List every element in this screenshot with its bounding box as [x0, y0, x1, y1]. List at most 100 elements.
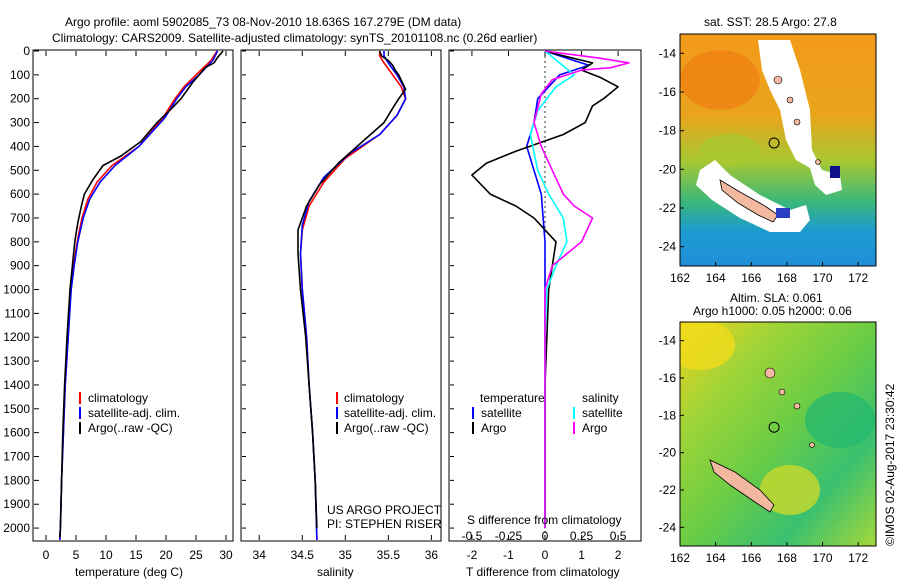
- y-tick-label: 1700: [3, 450, 30, 464]
- x-tick-label: -2: [467, 548, 478, 562]
- difference-axis-ticks: -2 -1 0 1 2 -0.5 -0.25 0 0.25 0.5: [462, 51, 627, 562]
- y-tick-label: 400: [10, 139, 30, 153]
- y-tick-label: 2000: [3, 521, 30, 535]
- series-line-s-satellite: [529, 50, 576, 529]
- s-tick-label: -0.5: [462, 529, 483, 543]
- map-y-tick-label: -24: [659, 240, 677, 254]
- sla-islands-2: [778, 388, 786, 396]
- map-y-tick-label: -16: [659, 371, 677, 385]
- y-tick-label: 1000: [3, 283, 30, 297]
- y-tick-label: 200: [10, 92, 30, 106]
- temperature-axis-ticks: 0 5 10 15 20 25 30: [43, 51, 233, 562]
- map-x-tick-label: 164: [706, 551, 726, 565]
- sla-map-panel: Altim. SLA: 0.061 Argo h1000: 0.05 h2000…: [659, 291, 877, 565]
- temperature-series: [59, 50, 224, 541]
- legend-clim-label: climatology: [88, 391, 148, 405]
- temperature-legend: climatology satellite-adj. clim. Argo(..…: [79, 391, 180, 435]
- sst-map-title: sat. SST: 28.5 Argo: 27.8: [704, 15, 837, 29]
- y-tick-label: 100: [10, 68, 30, 82]
- series-line-satellite: [59, 50, 219, 541]
- x-tick-label: 5: [73, 548, 80, 562]
- project-note: US ARGO PROJECT: [327, 503, 442, 517]
- map-x-tick-label: 166: [741, 551, 761, 565]
- y-tick-label: 1800: [3, 473, 30, 487]
- header-line1: Argo profile: aoml 5902085_73 08-Nov-201…: [65, 15, 461, 29]
- temperature-frame: [32, 49, 234, 542]
- t-sat-label: satellite: [481, 406, 522, 420]
- footer-stamp: ©IMOS 02-Aug-2017 23:30:42: [883, 383, 897, 546]
- new-caledonia-sla: [709, 459, 775, 513]
- sst-map-ticks: 162 164 166 168 170 172 -14 -16 -18 -20 -22 -24: [659, 46, 869, 285]
- y-tick-label: 900: [10, 259, 30, 273]
- sst-map-panel: sat. SST: 28.5 Argo: 27.8 162 164 166 168 17…: [659, 15, 877, 285]
- s-argo-label: Argo: [582, 421, 608, 435]
- x-tick-label: 20: [159, 548, 173, 562]
- sst-map-frame: [679, 33, 877, 267]
- x-tick-label: -1: [503, 548, 514, 562]
- series-line-argo: [297, 50, 407, 529]
- series-line-argo: [59, 50, 224, 538]
- map-x-tick-label: 170: [813, 271, 833, 285]
- temperature-xlabel: temperature (deg C): [75, 565, 183, 579]
- y-tick-label: 800: [10, 235, 30, 249]
- map-x-tick-label: 172: [848, 551, 868, 565]
- map-y-tick-label: -20: [659, 446, 677, 460]
- sst-islands-3: [793, 118, 801, 126]
- sla-map-frame: [679, 321, 877, 547]
- sst-warm-patch: [680, 50, 760, 110]
- salinity-frame: [240, 49, 442, 542]
- sla-low-patch: [805, 392, 875, 448]
- map-x-tick-label: 168: [777, 271, 797, 285]
- difference-legend: temperature salinity satellite Argo sate…: [472, 391, 623, 435]
- x-tick-label: 35.5: [377, 548, 401, 562]
- y-tick-label: 1300: [3, 354, 30, 368]
- x-tick-label: 25: [189, 548, 203, 562]
- sla-islands-4: [809, 442, 815, 448]
- x-tick-label: 36: [425, 548, 439, 562]
- sla-map-subtitle: Argo h1000: 0.05 h2000: 0.06: [693, 304, 852, 318]
- x-tick-label: 0: [43, 548, 50, 562]
- sst-islands-2: [786, 96, 794, 104]
- s-tick-label: 0.25: [570, 529, 594, 543]
- sal-legend-clim-label: climatology: [344, 391, 404, 405]
- x-tick-label: 0: [542, 548, 549, 562]
- x-tick-label: 2: [615, 548, 622, 562]
- map-y-tick-label: -18: [659, 124, 677, 138]
- y-tick-label: 700: [10, 211, 30, 225]
- legend-sat-label: satellite-adj. clim.: [88, 406, 180, 420]
- y-tick-label: 1500: [3, 402, 30, 416]
- sla-islands-3: [793, 402, 801, 410]
- y-tick-label: 1100: [4, 306, 30, 320]
- sal-legend-sat-label: satellite-adj. clim.: [344, 406, 436, 420]
- map-y-tick-label: -14: [659, 334, 677, 348]
- x-tick-label: 34.5: [291, 548, 315, 562]
- difference-panel: -2 -1 0 1 2 -0.5 -0.25 0 0.25 0.5 S difference fr…: [448, 49, 642, 579]
- map-x-tick-label: 162: [670, 551, 690, 565]
- y-tick-label: 1900: [3, 497, 30, 511]
- s-tick-label: 0.5: [610, 529, 627, 543]
- x-tick-label: 30: [219, 548, 233, 562]
- y-tick-label: 0: [23, 44, 30, 58]
- sla-yellow-patch: [680, 322, 735, 370]
- y-tick-label: 1400: [3, 378, 30, 392]
- t-argo-label: Argo: [481, 421, 507, 435]
- salinity-axis-ticks: 34 34.5 35 35.5 36: [253, 51, 439, 562]
- map-x-tick-label: 168: [777, 551, 797, 565]
- series-line-t-satellite: [525, 50, 590, 529]
- x-tick-label: 35: [339, 548, 353, 562]
- legend-argo-label: Argo(..raw -QC): [88, 421, 173, 435]
- sal-legend-argo-label: Argo(..raw -QC): [344, 421, 429, 435]
- map-y-tick-label: -16: [659, 85, 677, 99]
- sla-high-patch: [760, 465, 820, 515]
- map-x-tick-label: 162: [670, 271, 690, 285]
- sla-islands: [764, 367, 776, 379]
- s-diff-label: S difference from climatology: [467, 513, 622, 527]
- sst-argo-marker: [768, 137, 780, 149]
- map-x-tick-label: 170: [813, 551, 833, 565]
- salinity-legend: climatology satellite-adj. clim. Argo(..…: [336, 391, 436, 435]
- temperature-panel: 0100200300400500600700800900100011001200…: [3, 44, 454, 579]
- new-caledonia-sst: [719, 179, 779, 223]
- salinity-panel: 34 34.5 35 35.5 36 salinity climatology sate…: [240, 49, 442, 579]
- pi-note: PI: STEPHEN RISER: [327, 517, 442, 531]
